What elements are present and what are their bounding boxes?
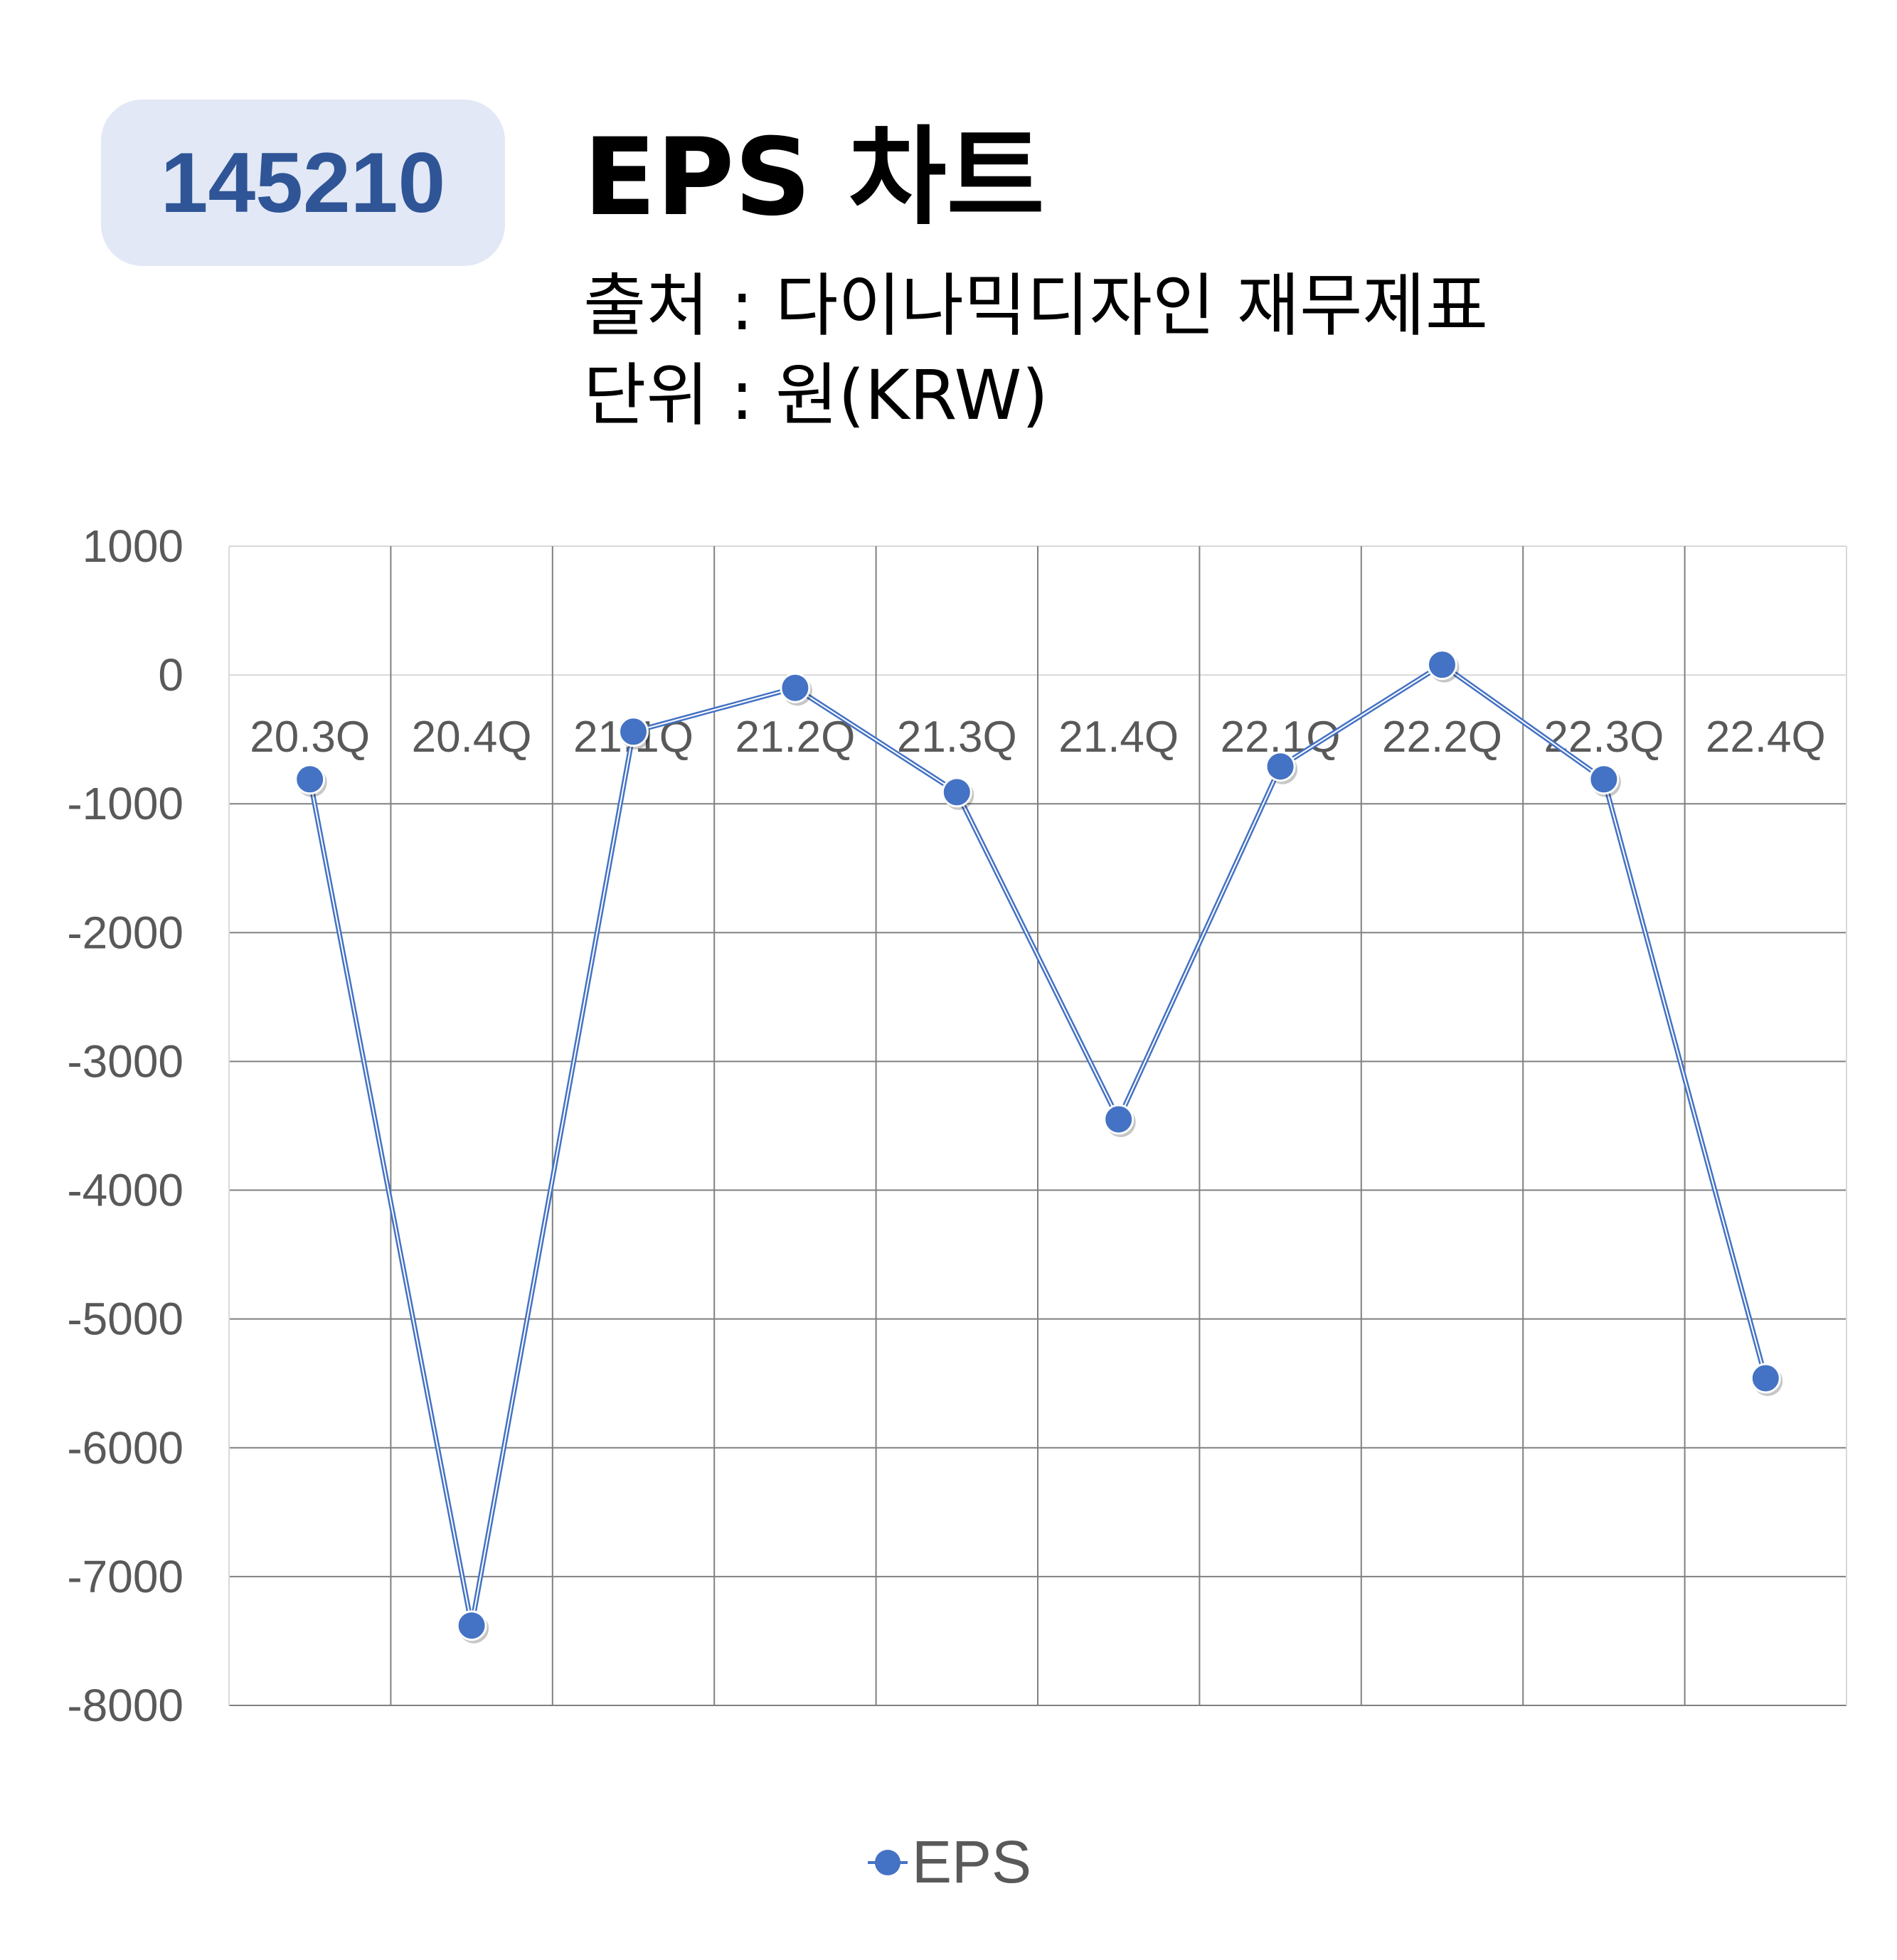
chart-legend: EPS xyxy=(868,1828,1031,1897)
x-category-label: 20.4Q xyxy=(412,713,532,762)
y-tick-label: -5000 xyxy=(67,1294,184,1345)
data-point xyxy=(618,716,649,747)
series-line-eps-highlight xyxy=(309,664,1767,1626)
x-category-label: 22.3Q xyxy=(1543,713,1664,762)
data-point xyxy=(1427,649,1457,681)
data-point xyxy=(780,672,811,703)
x-category-label: 21.3Q xyxy=(897,713,1017,762)
unit-label: 단위 : 원(KRW) xyxy=(583,356,1048,435)
legend-marker-icon xyxy=(868,1843,908,1882)
y-tick-label: -7000 xyxy=(67,1551,184,1602)
y-tick-label: -1000 xyxy=(67,778,184,829)
y-tick-label: -2000 xyxy=(67,907,184,958)
data-point xyxy=(1103,1104,1135,1135)
x-category-label: 21.4Q xyxy=(1058,713,1179,762)
legend-label-eps: EPS xyxy=(912,1828,1032,1895)
y-tick-label: -4000 xyxy=(67,1165,184,1216)
data-point xyxy=(941,777,972,808)
y-tick-label: 1000 xyxy=(83,521,184,572)
chart-title: EPS 차트 xyxy=(583,116,1045,240)
x-category-label: 22.2Q xyxy=(1382,713,1502,762)
stock-code-badge: 145210 xyxy=(101,100,505,266)
source-label: 출처 : 다이나믹디자인 재무제표 xyxy=(583,266,1489,346)
data-point xyxy=(456,1610,487,1641)
x-category-label: 22.4Q xyxy=(1706,713,1826,762)
y-tick-label: 0 xyxy=(158,649,184,701)
data-point xyxy=(1265,751,1296,782)
x-category-label: 20.3Q xyxy=(250,713,370,762)
data-point xyxy=(1588,764,1620,795)
data-point xyxy=(294,764,326,795)
data-point xyxy=(1750,1363,1781,1394)
y-tick-label: -3000 xyxy=(67,1035,184,1087)
y-tick-label: -8000 xyxy=(67,1680,184,1731)
y-tick-label: -6000 xyxy=(67,1422,184,1474)
x-category-label: 21.2Q xyxy=(735,713,855,762)
